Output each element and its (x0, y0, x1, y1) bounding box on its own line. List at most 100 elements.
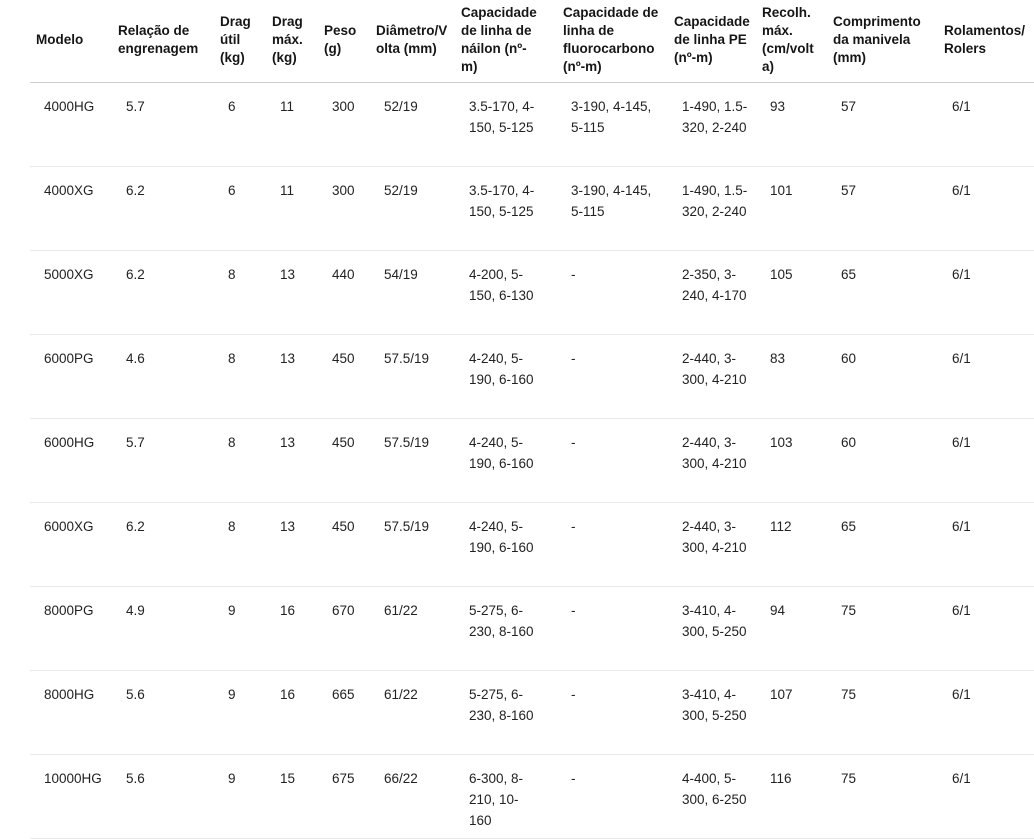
spec-cell: 61/22 (370, 586, 455, 671)
model-cell: 8000PG (30, 586, 112, 671)
table-row: 4000HG 5.7 6 11 300 52/19 3.5-170, 4-150, 5-12… (30, 82, 1034, 167)
model-cell: 6000HG (30, 418, 112, 503)
col-header-drag-util: Drag útil (kg) (214, 0, 266, 83)
spec-cell: 101 (756, 166, 827, 251)
spec-cell: 4-240, 5-190, 6-160 (455, 334, 557, 419)
spec-cell: 4-400, 5-300, 6-250 (668, 754, 756, 839)
spec-cell: 5.7 (112, 82, 214, 167)
col-header-capacidade-nailon: Capacidade de linha de náilon (nº-m) (455, 0, 557, 83)
spec-cell: 6/1 (938, 166, 1034, 251)
spec-cell: 57.5/19 (370, 502, 455, 587)
spec-cell: 2-440, 3-300, 4-210 (668, 418, 756, 503)
spec-cell: 57.5/19 (370, 334, 455, 419)
spec-cell: 3-190, 4-145, 5-115 (557, 166, 668, 251)
spec-cell: - (557, 502, 668, 587)
spec-cell: 5.7 (112, 418, 214, 503)
col-header-gear-ratio: Relação de engrenagem (112, 0, 214, 83)
spec-cell: 8 (214, 418, 266, 503)
spec-cell: 675 (318, 754, 370, 839)
spec-cell: - (557, 250, 668, 335)
col-header-recolhimento-max: Recolh. máx. (cm/volta) (756, 0, 827, 83)
spec-cell: 3-410, 4-300, 5-250 (668, 670, 756, 755)
spec-cell: 4-240, 5-190, 6-160 (455, 502, 557, 587)
spec-cell: 57 (827, 166, 938, 251)
spec-cell: 4.9 (112, 586, 214, 671)
spec-cell: 2-350, 3-240, 4-170 (668, 250, 756, 335)
col-header-capacidade-fluorocarbono: Capacidade de linha de fluorocarbono (nº… (557, 0, 668, 83)
spec-cell: 16 (266, 670, 318, 755)
table-row: 4000XG 6.2 6 11 300 52/19 3.5-170, 4-150, 5-12… (30, 166, 1034, 251)
col-header-capacidade-pe: Capacidade de linha PE (nº-m) (668, 0, 756, 83)
spec-cell: 670 (318, 586, 370, 671)
spec-cell: - (557, 334, 668, 419)
spec-cell: 57 (827, 82, 938, 167)
spec-cell: 5-275, 6-230, 8-160 (455, 586, 557, 671)
spec-cell: 8 (214, 334, 266, 419)
col-header-peso: Peso (g) (318, 0, 370, 83)
spec-cell: 8 (214, 502, 266, 587)
spec-cell: 9 (214, 670, 266, 755)
spec-cell: 107 (756, 670, 827, 755)
col-header-rolamentos: Rolamentos/Rolers (938, 0, 1034, 83)
spec-cell: 6.2 (112, 502, 214, 587)
spec-cell: 1-490, 1.5-320, 2-240 (668, 82, 756, 167)
spec-cell: 52/19 (370, 166, 455, 251)
spec-cell: 16 (266, 586, 318, 671)
spec-cell: 4.6 (112, 334, 214, 419)
table-row: 5000XG 6.2 8 13 440 54/19 4-200, 5-150, 6-130-… (30, 250, 1034, 335)
model-cell: 10000HG (30, 754, 112, 839)
spec-cell: 6/1 (938, 586, 1034, 671)
spec-cell: 6/1 (938, 250, 1034, 335)
spec-cell: 65 (827, 502, 938, 587)
table-row: 6000XG 6.2 8 13 450 57.5/19 4-240, 5-190, 6-16… (30, 502, 1034, 587)
spec-cell: 83 (756, 334, 827, 419)
spec-cell: 2-440, 3-300, 4-210 (668, 502, 756, 587)
spec-cell: 4-200, 5-150, 6-130 (455, 250, 557, 335)
spec-cell: 116 (756, 754, 827, 839)
spec-cell: 6 (214, 166, 266, 251)
model-cell: 8000HG (30, 670, 112, 755)
spec-cell: 15 (266, 754, 318, 839)
spec-cell: 450 (318, 418, 370, 503)
spec-cell: 300 (318, 166, 370, 251)
table-row: 6000HG 5.7 8 13 450 57.5/19 4-240, 5-190, 6-16… (30, 418, 1034, 503)
spec-cell: 6 (214, 82, 266, 167)
model-cell: 6000XG (30, 502, 112, 587)
spec-cell: 60 (827, 334, 938, 419)
header-row: Modelo Relação de engrenagem Drag útil (… (30, 0, 1034, 83)
spec-cell: 61/22 (370, 670, 455, 755)
table-row: 6000PG 4.6 8 13 450 57.5/19 4-240, 5-190, 6-16… (30, 334, 1034, 419)
spec-cell: 112 (756, 502, 827, 587)
col-header-comprimento-manivela: Comprimento da manivela (mm) (827, 0, 938, 83)
spec-cell: 2-440, 3-300, 4-210 (668, 334, 756, 419)
spec-cell: 3-190, 4-145, 5-115 (557, 82, 668, 167)
col-header-drag-max: Drag máx. (kg) (266, 0, 318, 83)
spec-cell: 3.5-170, 4-150, 5-125 (455, 82, 557, 167)
model-cell: 4000XG (30, 166, 112, 251)
table-body: 4000HG 5.7 6 11 300 52/19 3.5-170, 4-150, 5-12… (30, 82, 1034, 839)
model-cell: 6000PG (30, 334, 112, 419)
spec-cell: 9 (214, 586, 266, 671)
spec-cell: 5-275, 6-230, 8-160 (455, 670, 557, 755)
spec-cell: - (557, 754, 668, 839)
spec-cell: 75 (827, 754, 938, 839)
spec-cell: 5.6 (112, 754, 214, 839)
spec-cell: 440 (318, 250, 370, 335)
spec-cell: - (557, 586, 668, 671)
spec-cell: 11 (266, 166, 318, 251)
spec-cell: 1-490, 1.5-320, 2-240 (668, 166, 756, 251)
spec-cell: 6/1 (938, 502, 1034, 587)
spec-cell: 103 (756, 418, 827, 503)
col-header-modelo: Modelo (30, 0, 112, 83)
spec-cell: 13 (266, 334, 318, 419)
reel-spec-table: Modelo Relação de engrenagem Drag útil (… (30, 0, 1034, 839)
spec-cell: 6/1 (938, 334, 1034, 419)
spec-cell: 3-410, 4-300, 5-250 (668, 586, 756, 671)
spec-cell: 300 (318, 82, 370, 167)
model-cell: 5000XG (30, 250, 112, 335)
spec-cell: - (557, 670, 668, 755)
spec-cell: 6/1 (938, 754, 1034, 839)
spec-cell: 3.5-170, 4-150, 5-125 (455, 166, 557, 251)
spec-cell: 6.2 (112, 166, 214, 251)
spec-cell: 6/1 (938, 670, 1034, 755)
